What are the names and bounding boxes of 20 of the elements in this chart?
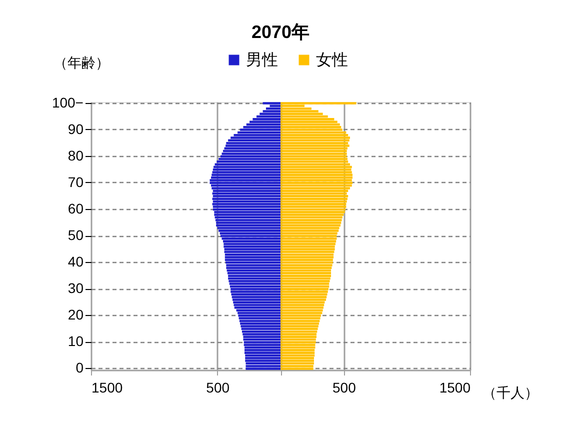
y-tick-label: 90: [68, 120, 84, 137]
x-tick-label: 1500: [439, 380, 471, 396]
y-tick-label: 20: [68, 306, 84, 323]
legend-label: 女性: [316, 52, 348, 69]
y-tick-label: 0: [76, 360, 84, 376]
y-tick-label: 50: [68, 227, 84, 243]
x-tick-label: 1500: [92, 380, 123, 396]
y-tick-label: 80: [68, 147, 84, 164]
y-tick-label: 70: [68, 174, 84, 190]
y-tick-label: 10: [68, 333, 84, 350]
legend-label: 男性: [246, 52, 278, 69]
y-tick-label: 60: [68, 200, 84, 216]
y-tick-label: 100−: [52, 94, 84, 110]
chart-title: 2070年: [251, 22, 310, 42]
y-tick-label: 30: [68, 280, 84, 296]
x-tick-label: 500: [332, 380, 356, 396]
x-axis-title: （千人）: [482, 384, 538, 400]
y-axis-title: （年齢）: [54, 54, 110, 70]
x-tick-label: 500: [206, 380, 230, 396]
y-tick-label: 40: [68, 254, 84, 270]
